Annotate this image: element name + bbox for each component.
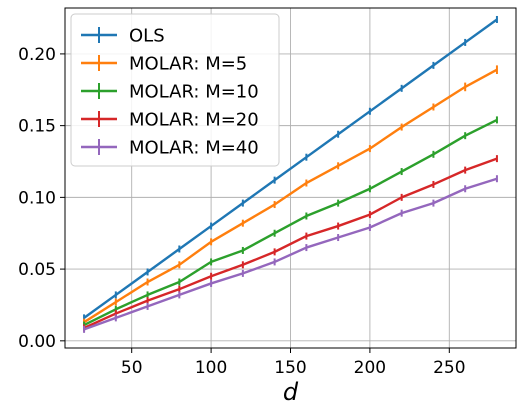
x-tick-label: 200: [354, 358, 386, 378]
y-tick-label: 0.15: [18, 117, 56, 137]
x-axis-label: d: [283, 378, 299, 406]
series-line: [83, 68, 498, 324]
series-2: [83, 65, 498, 326]
y-tick-label: 0.20: [18, 45, 56, 65]
legend-label: MOLAR: M=20: [129, 110, 259, 131]
x-tick-label: 100: [195, 358, 227, 378]
legend-item: MOLAR: M=5: [81, 54, 247, 75]
axis-ticks: 50 100 150 200 250 0.00 0.05 0.10 0.15 0.20: [18, 45, 465, 378]
legend-item: MOLAR: M=20: [81, 110, 259, 131]
series-5: [83, 175, 498, 333]
series-1: [83, 15, 498, 322]
series-group: [83, 15, 498, 333]
x-tick-label: 50: [121, 358, 143, 378]
series-line: [83, 177, 498, 331]
series-line: [83, 118, 498, 327]
x-tick-label: 150: [274, 358, 306, 378]
series-line: [83, 18, 498, 319]
legend-label: MOLAR: M=10: [129, 82, 259, 103]
legend-item: OLS: [81, 26, 165, 47]
series-line: [83, 157, 498, 330]
legend: OLS MOLAR: M=5 MOLAR: M=10 MOLAR: M=20 MOLAR…: [70, 13, 280, 167]
legend-box: [70, 13, 280, 167]
series-4: [83, 155, 498, 332]
legend-label: OLS: [129, 26, 165, 47]
x-tick-label: 250: [433, 358, 465, 378]
legend-label: MOLAR: M=40: [129, 138, 259, 159]
legend-item: MOLAR: M=10: [81, 82, 259, 103]
y-tick-label: 0.10: [18, 188, 56, 208]
legend-label: MOLAR: M=5: [129, 54, 247, 75]
y-tick-label: 0.00: [18, 332, 56, 352]
y-tick-label: 0.05: [18, 260, 56, 280]
legend-item: MOLAR: M=40: [81, 138, 259, 159]
